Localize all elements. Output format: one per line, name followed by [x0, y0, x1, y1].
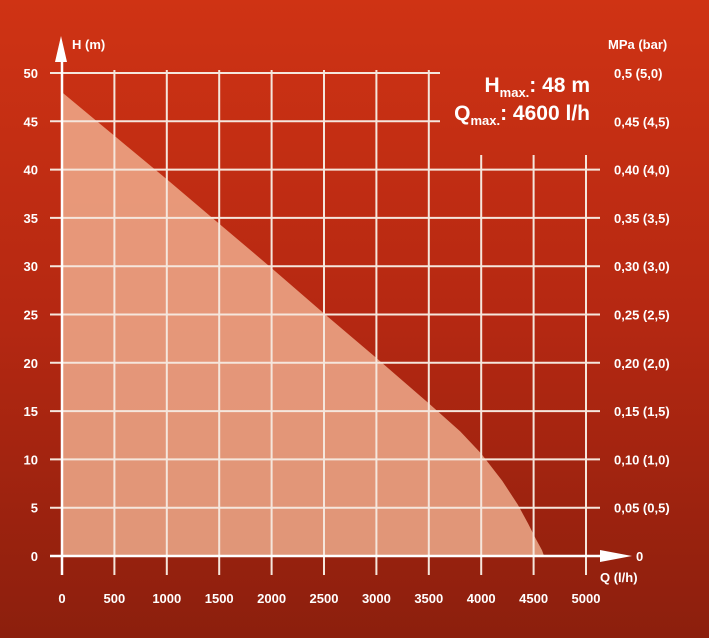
y-tick-label: 40: [24, 163, 38, 178]
y-tick-label: 10: [24, 452, 38, 467]
y2-tick-label: 0,25 (2,5): [614, 308, 670, 323]
x-tick-label: 2000: [257, 591, 286, 606]
y2-tick-label: 0: [636, 549, 643, 564]
y-tick-label: 15: [24, 404, 38, 419]
x-tick-label: 5000: [572, 591, 601, 606]
y-tick-label: 25: [24, 308, 38, 323]
x-tick-label: 500: [104, 591, 126, 606]
y2-tick-label: 0,35 (3,5): [614, 211, 670, 226]
y2-tick-label: 0,40 (4,0): [614, 163, 670, 178]
y-tick-label: 30: [24, 259, 38, 274]
pump-curve-area: [62, 92, 545, 557]
x-tick-label: 0: [58, 591, 65, 606]
y2-tick-label: 0,5 (5,0): [614, 66, 662, 81]
y-tick-label: 45: [24, 114, 38, 129]
y2-axis-label: MPa (bar): [608, 37, 667, 52]
x-tick-label: 3000: [362, 591, 391, 606]
y2-tick-label: 0,05 (0,5): [614, 501, 670, 516]
x-tick-label: 3500: [414, 591, 443, 606]
y2-tick-label: 0,30 (3,0): [614, 259, 670, 274]
x-tick-label: 4500: [519, 591, 548, 606]
x-axis-arrow: [600, 550, 632, 562]
y-axis-label: H (m): [72, 37, 105, 52]
x-tick-label: 2500: [310, 591, 339, 606]
x-tick-label: 4000: [467, 591, 496, 606]
y2-tick-label: 0,20 (2,0): [614, 356, 670, 371]
hmax-annotation: Hmax.: 48 m: [484, 74, 590, 100]
y-tick-label: 20: [24, 356, 38, 371]
y2-tick-label: 0,15 (1,5): [614, 404, 670, 419]
y2-tick-label: 0,45 (4,5): [614, 114, 670, 129]
y2-tick-label: 0,10 (1,0): [614, 452, 670, 467]
y-tick-label: 50: [24, 66, 38, 81]
y-tick-label: 5: [31, 501, 38, 516]
x-tick-label: 1500: [205, 591, 234, 606]
x-axis-label: Q (l/h): [600, 570, 638, 585]
y-tick-label: 0: [31, 549, 38, 564]
qmax-annotation: Qmax.: 4600 l/h: [454, 102, 590, 128]
y-tick-label: 35: [24, 211, 38, 226]
y-axis-arrow: [55, 36, 67, 62]
x-tick-label: 1000: [152, 591, 181, 606]
